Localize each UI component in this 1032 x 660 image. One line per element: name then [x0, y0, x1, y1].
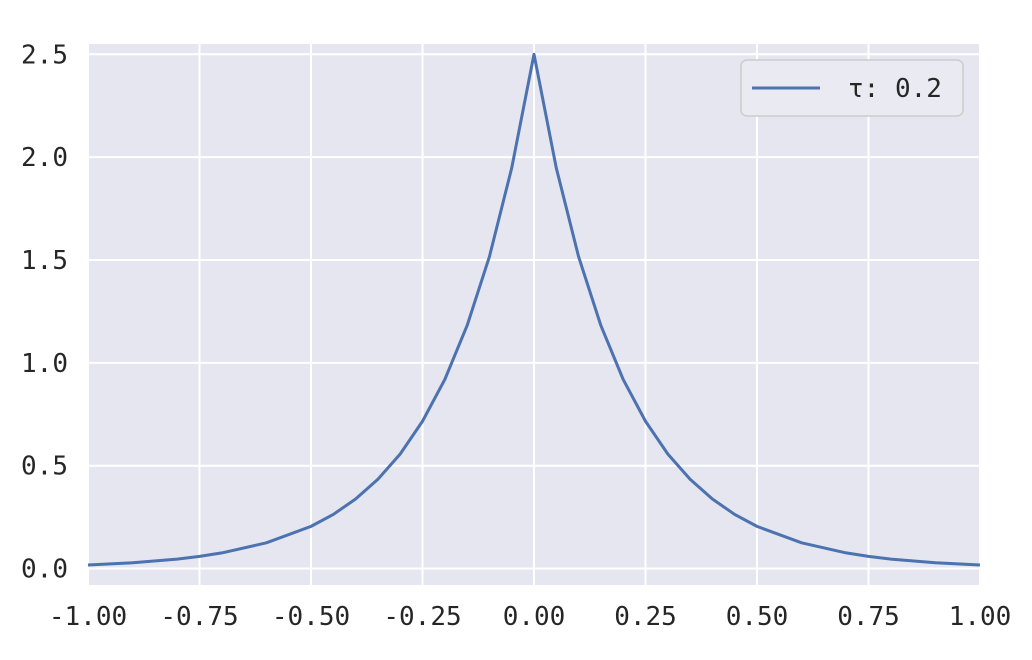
y-tick-label: 1.0	[21, 349, 68, 379]
series-layer	[87, 52, 981, 567]
y-tick-label: 2.5	[21, 40, 68, 70]
x-tick-label: 0.25	[614, 602, 677, 632]
y-tick-label: 0.0	[21, 555, 68, 585]
x-tick-labels: -1.00 -0.75 -0.50 -0.25 0.00 0.25 0.50 0.75 1.00	[49, 602, 1011, 632]
legend-box	[740, 59, 964, 117]
y-tick-label: 2.0	[21, 143, 68, 173]
y-tick-labels: 0.0 0.5 1.0 1.5 2.0 2.5	[21, 40, 68, 584]
x-tick-label: -0.50	[272, 602, 350, 632]
x-tick-label: 1.00	[949, 602, 1012, 632]
x-tick-label: -0.25	[383, 602, 461, 632]
legend-label: τ: 0.2	[848, 74, 942, 104]
x-tick-label: -0.75	[160, 602, 238, 632]
x-tick-label: 0.50	[726, 602, 789, 632]
series-line	[87, 52, 981, 567]
y-tick-label: 0.5	[21, 452, 68, 482]
x-tick-label: 0.00	[503, 602, 566, 632]
legend: τ: 0.2	[740, 59, 964, 117]
x-tick-label: -1.00	[49, 602, 127, 632]
y-tick-label: 1.5	[21, 246, 68, 276]
x-tick-label: 0.75	[837, 602, 900, 632]
